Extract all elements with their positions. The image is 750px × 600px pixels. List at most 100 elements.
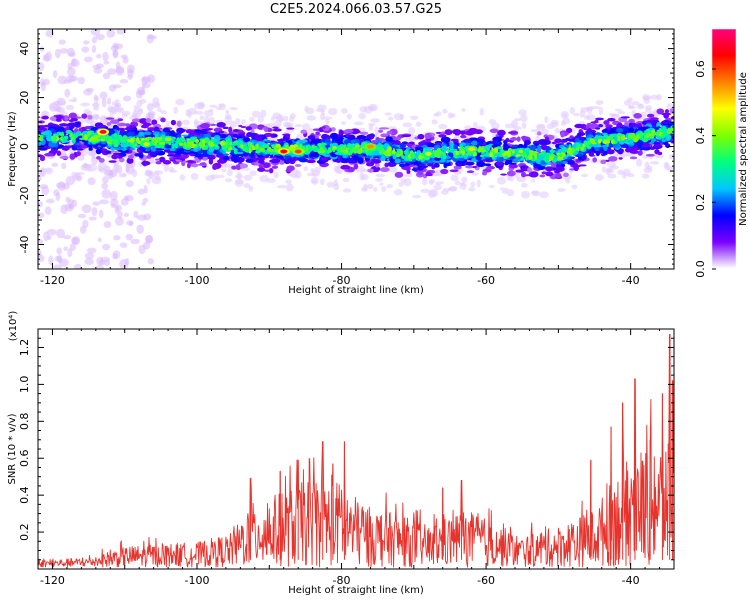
heatmap-cell (557, 188, 566, 192)
heatmap-cell (176, 127, 185, 134)
heatmap-cell (399, 142, 405, 149)
heatmap-cell (114, 163, 120, 169)
heatmap-cell (172, 154, 183, 158)
heatmap-cell (607, 173, 617, 179)
heatmap-cell (108, 84, 117, 92)
heatmap-cell (627, 173, 635, 178)
heatmap-cell (234, 178, 244, 187)
colorbar-swatch (712, 81, 736, 84)
colorbar-swatch (712, 181, 736, 184)
heatmap-cell (172, 157, 183, 160)
heatmap-cell (360, 187, 368, 192)
heatmap-cell (523, 151, 526, 158)
heatmap-cell (114, 216, 124, 226)
heatmap-cell (145, 169, 151, 174)
heatmap-cell (252, 147, 256, 151)
heatmap-cell (597, 139, 603, 142)
heatmap-cell (438, 123, 448, 130)
heatmap-cell (530, 144, 537, 151)
heatmap-cell (63, 79, 72, 84)
heatmap-cell (494, 147, 499, 154)
heatmap-cell (65, 104, 75, 111)
heatmap-cell (321, 142, 327, 146)
heatmap-cell (75, 148, 84, 151)
heatmap-cell (516, 136, 521, 142)
heatmap-cell (41, 115, 49, 120)
colorbar-swatch (712, 145, 736, 148)
heatmap-cell (103, 60, 110, 65)
heatmap-cell (488, 118, 497, 125)
colorbar-swatch (712, 149, 736, 152)
heatmap-cell (560, 163, 565, 167)
heatmap-cell (201, 149, 209, 154)
heatmap-cell (363, 105, 373, 114)
colorbar-swatch (712, 125, 736, 128)
heatmap-cell (90, 127, 98, 131)
colorbar-swatch (712, 213, 736, 216)
heatmap-cell (440, 136, 451, 143)
heatmap-cell (378, 129, 384, 133)
heatmap-cell (79, 133, 84, 136)
heatmap-cell (113, 133, 118, 139)
heatmap-cell (304, 105, 309, 112)
colorbar-swatch (712, 35, 736, 38)
heatmap-cell (64, 88, 71, 98)
heatmap-cell (630, 132, 635, 137)
heatmap-cell (465, 153, 470, 156)
heatmap-cell (475, 155, 482, 161)
heatmap-cell (229, 120, 237, 128)
heatmap-cell (479, 107, 485, 116)
heatmap-cell (65, 196, 71, 203)
heatmap-cell (306, 115, 317, 121)
heatmap-cell (511, 150, 516, 154)
heatmap-cell (51, 162, 59, 167)
heatmap-cell (94, 114, 99, 121)
x-axis-label: Height of straight line (km) (288, 285, 424, 296)
heatmap-cell (629, 156, 638, 160)
heatmap-cell (399, 149, 403, 156)
heatmap-cell (255, 150, 261, 154)
heatmap-cell (366, 183, 374, 190)
heatmap-cell (218, 103, 226, 108)
heatmap-cell (251, 110, 261, 118)
heatmap-cell (541, 171, 547, 175)
heatmap-cell (262, 144, 267, 148)
heatmap-cell (521, 122, 527, 129)
heatmap-cell (88, 147, 93, 151)
heatmap-cell (383, 150, 389, 157)
heatmap-cell (151, 119, 158, 126)
heatmap-cell (496, 176, 507, 185)
heatmap-cell (179, 142, 184, 146)
heatmap-cell (94, 146, 100, 149)
colorbar-swatch (712, 253, 736, 256)
heatmap-cell (380, 133, 389, 137)
heatmap-cell (639, 136, 644, 141)
colorbar-label: Normalized spectral amplitude (738, 72, 749, 226)
heatmap-cell (129, 137, 135, 144)
heatmap-cell (77, 76, 85, 85)
colorbar-swatch (712, 151, 736, 154)
heatmap-cell (127, 154, 134, 159)
heatmap-cell (84, 252, 95, 260)
heatmap-cell (442, 151, 446, 156)
heatmap-cell (569, 107, 576, 115)
colorbar-swatch (712, 233, 736, 236)
heatmap-cell (272, 133, 278, 138)
heatmap-cell (124, 127, 132, 131)
heatmap-layer (38, 29, 674, 269)
heatmap-cell (433, 113, 439, 117)
heatmap-cell (481, 170, 488, 176)
heatmap-cell (58, 133, 64, 136)
colorbar-swatch (712, 147, 736, 150)
heatmap-cell (473, 121, 478, 128)
heatmap-cell (155, 147, 163, 151)
heatmap-cell (76, 151, 81, 157)
heatmap-cell (352, 156, 360, 161)
heatmap-cell (608, 156, 618, 162)
heatmap-cell (190, 172, 199, 181)
heatmap-cell (80, 102, 91, 107)
heatmap-cell (114, 138, 119, 144)
colorbar-swatch (712, 113, 736, 116)
heatmap-cell (669, 107, 674, 114)
